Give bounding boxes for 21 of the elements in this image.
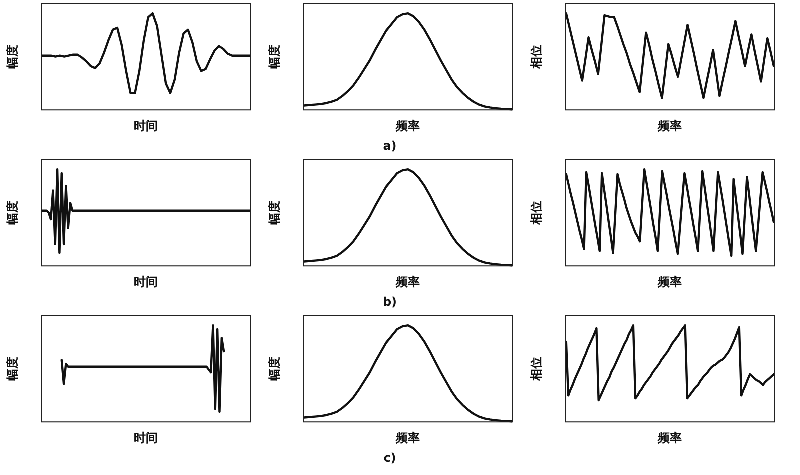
x-axis-title: 时间 xyxy=(134,274,158,289)
x-axis-title: 时间 xyxy=(134,118,158,133)
text: a) xyxy=(382,139,398,153)
x-axis-title: 频率 xyxy=(657,274,682,289)
text: c) xyxy=(382,451,398,465)
x-axis-title: 频率 xyxy=(395,274,420,289)
x-axis-title: 频率 xyxy=(657,430,682,445)
y-axis-title: 幅度 xyxy=(5,200,20,225)
y-axis-title: 幅度 xyxy=(267,200,282,225)
y-axis-title: 幅度 xyxy=(267,44,282,69)
x-axis-title: 时间 xyxy=(134,430,158,445)
y-axis-title: 幅度 xyxy=(267,356,282,381)
text: b) xyxy=(382,295,398,309)
x-axis-title: 频率 xyxy=(395,430,420,445)
y-axis-title: 相位 xyxy=(529,44,544,70)
y-axis-title: 相位 xyxy=(529,200,544,226)
x-axis-title: 频率 xyxy=(657,118,682,133)
y-axis-title: 幅度 xyxy=(5,44,20,69)
x-axis-title: 频率 xyxy=(395,118,420,133)
y-axis-title: 相位 xyxy=(529,356,544,382)
y-axis-title: 幅度 xyxy=(5,356,20,381)
